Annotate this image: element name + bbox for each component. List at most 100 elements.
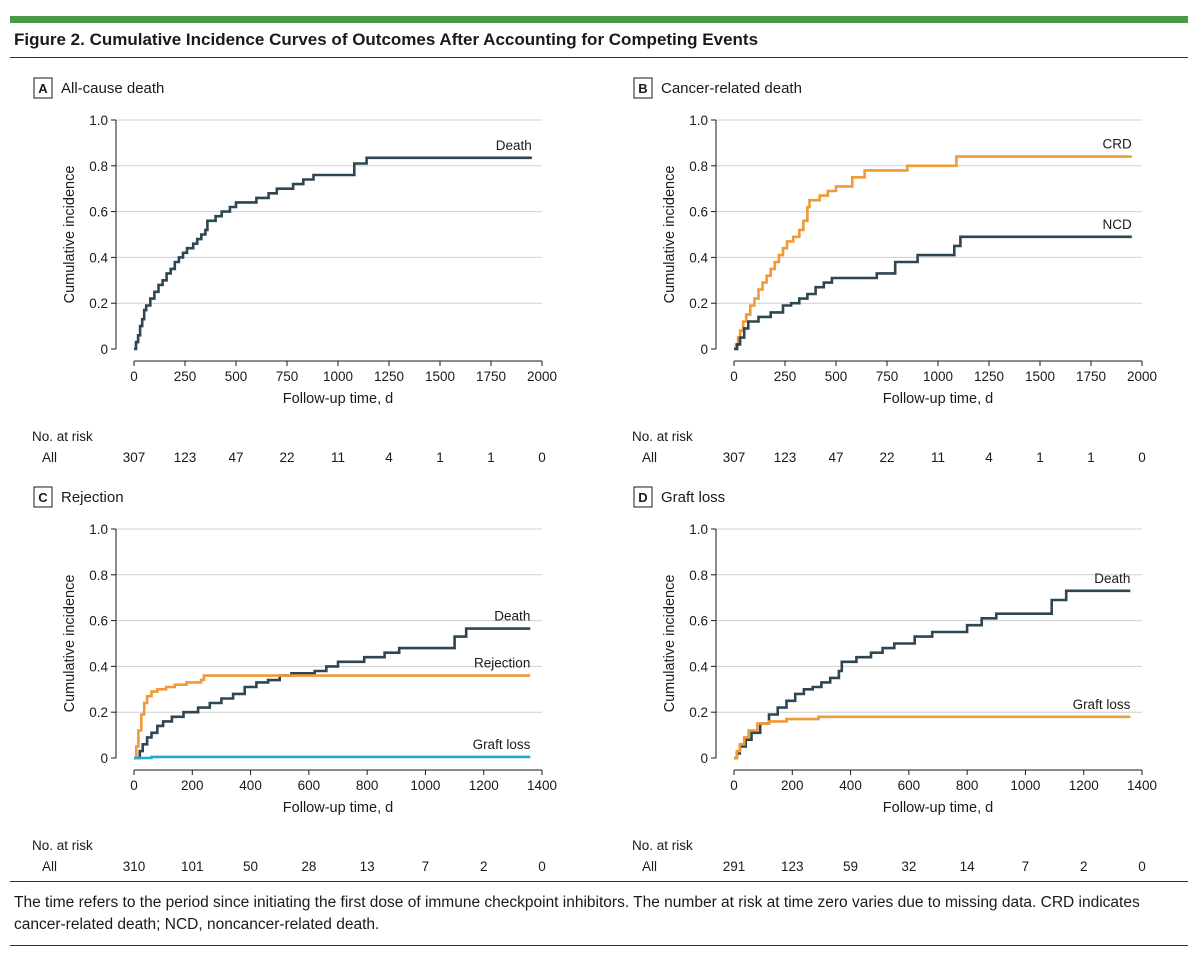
risk-row-label: All [642, 450, 657, 465]
x-tick-label: 500 [825, 369, 848, 384]
risk-value: 101 [181, 859, 204, 874]
series-label-crd: CRD [1103, 137, 1132, 152]
risk-table-header: No. at risk [32, 838, 93, 853]
x-tick-label: 2000 [527, 369, 557, 384]
x-tick-label: 1750 [476, 369, 506, 384]
y-tick-label: 0.2 [89, 296, 108, 311]
x-tick-label: 1000 [923, 369, 953, 384]
x-tick-label: 0 [130, 778, 138, 793]
caption-top-divider [10, 881, 1188, 882]
x-tick-label: 0 [130, 369, 138, 384]
risk-value: 0 [538, 859, 546, 874]
y-tick-label: 1.0 [89, 113, 108, 128]
y-tick-label: 0 [100, 342, 108, 357]
risk-value: 123 [174, 450, 197, 465]
risk-value: 22 [879, 450, 894, 465]
x-tick-label: 1500 [1025, 369, 1055, 384]
x-tick-label: 0 [730, 778, 738, 793]
y-axis-label: Cumulative incidence [62, 166, 78, 304]
panel-letter: B [638, 81, 647, 96]
x-tick-label: 1000 [410, 778, 440, 793]
chart-panel-a: A All-cause death 0 0.2 0.4 0.6 0.8 1.0 Cumulati… [32, 77, 557, 465]
x-tick-label: 250 [774, 369, 797, 384]
x-tick-label: 1400 [1127, 778, 1157, 793]
y-tick-label: 1.0 [689, 113, 708, 128]
series-line-rejection [134, 674, 531, 760]
x-tick-label: 1000 [323, 369, 353, 384]
figure-title: Figure 2. Cumulative Incidence Curves of… [14, 30, 759, 49]
series-label-death: Death [496, 138, 532, 153]
risk-value: 7 [422, 859, 430, 874]
risk-value: 7 [1022, 859, 1030, 874]
y-tick-label: 0.8 [89, 568, 108, 583]
x-tick-label: 1400 [527, 778, 557, 793]
x-tick-label: 1750 [1076, 369, 1106, 384]
series-label-rejection: Rejection [474, 656, 530, 671]
series-line-death [734, 589, 1131, 760]
y-tick-label: 0 [700, 751, 708, 766]
chart-panel-d: D Graft loss 0 0.2 0.4 0.6 0.8 1.0 Cumulative in… [632, 486, 1157, 874]
risk-value: 22 [279, 450, 294, 465]
panel-letter: D [638, 490, 647, 505]
title-divider [10, 57, 1188, 58]
risk-value: 11 [331, 450, 345, 465]
risk-value: 11 [931, 450, 945, 465]
chart-panel-b: B Cancer-related death 0 0.2 0.4 0.6 0.8 1.0 Cum… [632, 77, 1157, 465]
risk-table-header: No. at risk [632, 838, 693, 853]
y-tick-label: 0 [100, 751, 108, 766]
y-tick-label: 0.2 [689, 296, 708, 311]
x-tick-label: 1200 [469, 778, 499, 793]
panel-letter-box [33, 486, 53, 508]
risk-value: 0 [1138, 450, 1146, 465]
risk-value: 4 [385, 450, 393, 465]
y-axis-label: Cumulative incidence [662, 166, 678, 304]
x-tick-label: 1500 [425, 369, 455, 384]
y-tick-label: 1.0 [89, 522, 108, 537]
series-line-graft-loss [134, 755, 531, 760]
risk-value: 291 [723, 859, 746, 874]
risk-value: 4 [985, 450, 993, 465]
y-tick-label: 0.8 [689, 568, 708, 583]
series-line-death [134, 156, 532, 351]
panel-letter-box [33, 77, 53, 99]
risk-value: 1 [1087, 450, 1095, 465]
risk-row-label: All [42, 859, 57, 874]
x-tick-label: 400 [839, 778, 862, 793]
y-axis-label: Cumulative incidence [62, 575, 78, 713]
risk-value: 50 [243, 859, 258, 874]
y-axis-label: Cumulative incidence [662, 575, 678, 713]
risk-value: 14 [960, 859, 976, 874]
x-axis-label: Follow-up time, d [883, 391, 993, 407]
x-tick-label: 750 [276, 369, 299, 384]
x-axis-label: Follow-up time, d [883, 800, 993, 816]
risk-value: 307 [723, 450, 746, 465]
risk-row-label: All [42, 450, 57, 465]
panel-title: Cancer-related death [661, 80, 802, 97]
risk-value: 32 [901, 859, 916, 874]
risk-value: 2 [1080, 859, 1088, 874]
header-accent-bar [10, 16, 1188, 23]
panel-letter-box [633, 77, 653, 99]
panel-letter: A [38, 81, 48, 96]
risk-value: 2 [480, 859, 488, 874]
x-tick-label: 1250 [374, 369, 404, 384]
y-tick-label: 1.0 [689, 522, 708, 537]
y-tick-label: 0.2 [689, 705, 708, 720]
risk-value: 1 [487, 450, 495, 465]
x-tick-label: 1250 [974, 369, 1004, 384]
y-tick-label: 0.2 [89, 705, 108, 720]
risk-value: 13 [360, 859, 375, 874]
y-tick-label: 0.4 [689, 250, 708, 265]
x-tick-label: 400 [239, 778, 262, 793]
series-line-death [134, 627, 531, 760]
x-tick-label: 1200 [1069, 778, 1099, 793]
y-tick-label: 0.4 [89, 659, 108, 674]
series-label-graft-loss: Graft loss [473, 737, 531, 752]
risk-value: 47 [828, 450, 843, 465]
risk-value: 123 [781, 859, 804, 874]
panel-title: All-cause death [61, 80, 164, 97]
risk-table-header: No. at risk [632, 429, 693, 444]
y-tick-label: 0.6 [689, 614, 708, 629]
risk-value: 47 [228, 450, 243, 465]
